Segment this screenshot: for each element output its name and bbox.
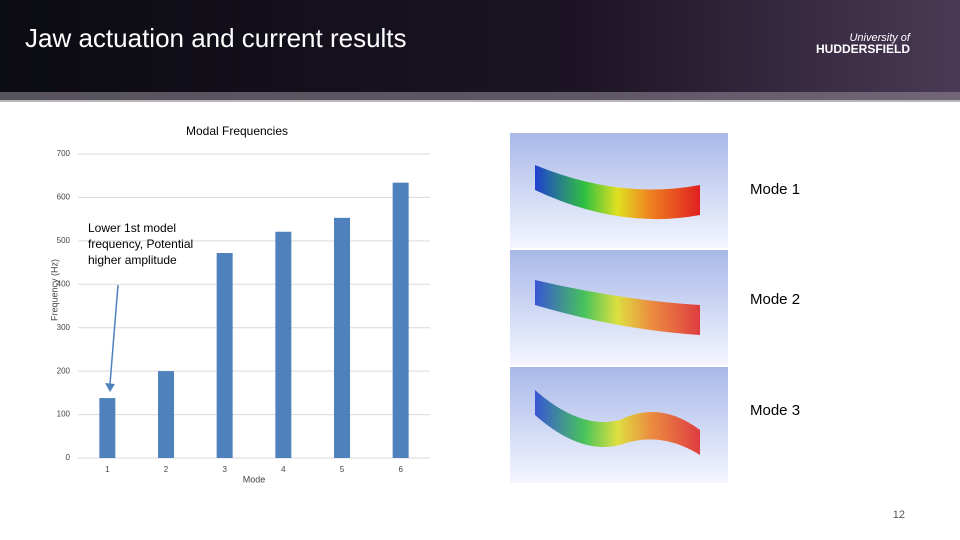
bar xyxy=(392,182,409,459)
logo-line: HUDDERSFIELD xyxy=(816,42,910,56)
y-axis-label: Frequency (Hz) xyxy=(49,259,59,321)
y-tick-label: 400 xyxy=(57,279,71,288)
plot: 0 100 200 300 400 500 600 700 1 2 3 4 5 6 xyxy=(57,149,430,474)
fea-beam xyxy=(535,165,700,220)
bar xyxy=(334,217,350,458)
x-tick-label: 3 xyxy=(222,465,227,474)
arrow-head xyxy=(105,383,115,392)
mode-label: Mode 1 xyxy=(750,181,800,198)
logo-line: University of xyxy=(849,32,910,44)
y-tick-label: 600 xyxy=(57,193,71,202)
chart-title: Modal Frequencies xyxy=(186,124,288,138)
slide-title: Jaw actuation and current results xyxy=(25,23,407,53)
y-tick-label: 300 xyxy=(57,323,71,332)
x-tick-label: 6 xyxy=(398,465,403,474)
y-tick-label: 0 xyxy=(66,453,71,462)
x-tick-label: 1 xyxy=(105,465,110,474)
fea-images xyxy=(510,133,728,483)
bar xyxy=(99,398,116,458)
header-stripe xyxy=(0,92,960,102)
mode-label: Mode 2 xyxy=(750,291,800,308)
annotation: Lower 1st model frequency, Potential hig… xyxy=(88,221,194,267)
x-tick-label: 2 xyxy=(164,465,169,474)
page-number: 12 xyxy=(893,509,905,521)
x-tick-label: 5 xyxy=(340,465,345,474)
fea-beam xyxy=(535,280,700,335)
bar xyxy=(216,253,233,458)
y-tick-label: 100 xyxy=(57,410,71,419)
mode-label: Mode 3 xyxy=(750,402,800,419)
x-tick-label: 4 xyxy=(281,465,286,474)
bar xyxy=(275,231,292,458)
bar xyxy=(158,371,174,458)
annotation-arrow xyxy=(109,284,119,385)
header-band xyxy=(0,0,960,100)
y-tick-label: 200 xyxy=(57,366,71,375)
y-tick-label: 500 xyxy=(57,236,71,245)
fea-beam xyxy=(535,390,700,455)
x-axis-label: Mode xyxy=(243,474,266,484)
y-tick-label: 700 xyxy=(57,149,71,158)
annotation-box: Lower 1st model frequency, Potential hig… xyxy=(88,221,194,267)
